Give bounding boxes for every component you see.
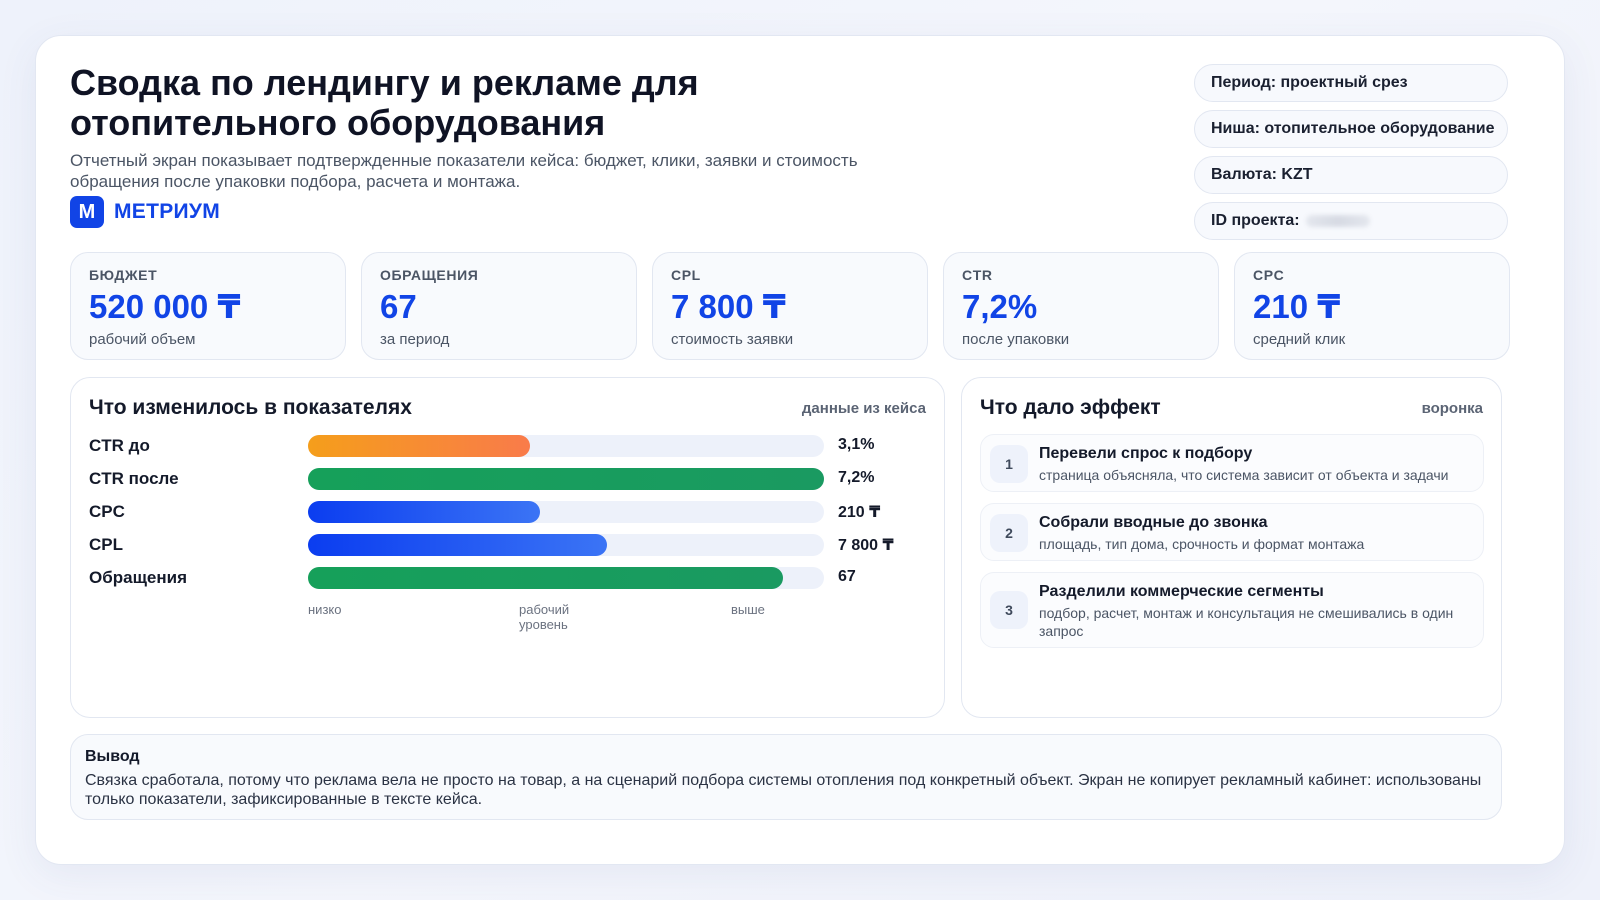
page-title: Сводка по лендингу и рекламе для отопите… [70, 62, 699, 143]
scale-low: низко [308, 602, 342, 617]
effect-panel-title: Что дало эффект [980, 396, 1161, 419]
brand: M МЕТРИУМ [70, 196, 220, 228]
bar-row-ctr-before: CTR до 3,1% [89, 434, 929, 458]
kpi-value: 210 ₸ [1253, 288, 1341, 325]
step-title: Собрали вводные до звонка [1039, 514, 1268, 531]
brand-logo-icon: M [70, 196, 104, 228]
step-title: Перевели спрос к подбору [1039, 445, 1253, 462]
step-number: 1 [990, 445, 1028, 483]
step-text: подбор, расчет, монтаж и консультация не… [1039, 605, 1454, 639]
bar-fill [308, 435, 530, 457]
step-number: 2 [990, 514, 1028, 552]
bar-fill [308, 501, 541, 523]
kpi-card-cpl: CPL 7 800 ₸ стоимость заявки [652, 252, 928, 360]
bar-label: CPC [89, 502, 125, 521]
kpi-value: 520 000 ₸ [89, 288, 241, 325]
pill-period-label: Период: проектный срез [1211, 74, 1408, 91]
kpi-note: средний клик [1253, 331, 1346, 348]
effect-panel: Что дало эффект воронка 1 Перевели спрос… [961, 377, 1502, 718]
page-subtitle: Отчетный экран показывает подтвержденные… [70, 151, 858, 191]
bar-value: 7,2% [838, 469, 875, 486]
step-text: страница объясняла, что система зависит … [1039, 467, 1449, 483]
bar-label: Обращения [89, 568, 187, 587]
kpi-card-leads: ОБРАЩЕНИЯ 67 за период [361, 252, 637, 360]
pill-niche-label: Ниша: отопительное оборудование [1211, 120, 1495, 137]
bar-track [308, 435, 824, 457]
step-title: Разделили коммерческие сегменты [1039, 583, 1324, 600]
changes-panel: Что изменилось в показателях данные из к… [70, 377, 945, 718]
pill-project-id-label: ID проекта: [1211, 212, 1300, 229]
scale-high: выше [731, 602, 765, 617]
bar-value: 7 800 ₸ [838, 537, 894, 554]
kpi-label: ОБРАЩЕНИЯ [380, 267, 479, 283]
bar-label: CTR до [89, 436, 150, 455]
funnel-step: 3 Разделили коммерческие сегменты подбор… [980, 572, 1484, 648]
bar-value: 210 ₸ [838, 504, 881, 521]
kpi-value: 67 [380, 288, 417, 325]
kpi-card-ctr: CTR 7,2% после упаковки [943, 252, 1219, 360]
kpi-label: CPC [1253, 267, 1285, 283]
step-text: площадь, тип дома, срочность и формат мо… [1039, 536, 1365, 552]
kpi-card-budget: БЮДЖЕТ 520 000 ₸ рабочий объем [70, 252, 346, 360]
conclusion-title: Вывод [85, 748, 140, 765]
bar-value: 3,1% [838, 436, 875, 453]
kpi-label: CTR [962, 267, 993, 283]
pill-project-id: ID проекта: [1194, 202, 1508, 240]
kpi-card-cpc: CPC 210 ₸ средний клик [1234, 252, 1510, 360]
bar-label: CTR после [89, 469, 179, 488]
pill-currency-label: Валюта: KZT [1211, 166, 1313, 183]
bar-fill [308, 534, 608, 556]
bar-row-leads: Обращения 67 [89, 566, 929, 590]
bar-track [308, 501, 824, 523]
funnel-step: 2 Собрали вводные до звонка площадь, тип… [980, 503, 1484, 561]
changes-panel-title: Что изменилось в показателях [89, 396, 412, 419]
kpi-note: за период [380, 331, 450, 348]
conclusion: Вывод Связка сработала, потому что рекла… [70, 734, 1502, 820]
bar-fill [308, 567, 783, 589]
kpi-value: 7,2% [962, 288, 1038, 325]
kpi-note: рабочий объем [89, 331, 196, 348]
report-card: Сводка по лендингу и рекламе для отопите… [35, 35, 1565, 865]
bar-track [308, 534, 824, 556]
scale-mid: рабочий уровень [519, 602, 570, 632]
bar-fill [308, 468, 824, 490]
kpi-note: стоимость заявки [671, 331, 794, 348]
kpi-label: БЮДЖЕТ [89, 267, 158, 283]
bar-row-cpl: CPL 7 800 ₸ [89, 533, 929, 557]
kpi-note: после упаковки [962, 331, 1070, 348]
bar-track [308, 468, 824, 490]
kpi-row: БЮДЖЕТ 520 000 ₸ рабочий объем ОБРАЩЕНИЯ… [70, 252, 1510, 360]
pill-niche: Ниша: отопительное оборудование [1194, 110, 1508, 148]
redacted-project-id [1305, 215, 1370, 227]
bar-row-ctr-after: CTR после 7,2% [89, 467, 929, 491]
pill-currency: Валюта: KZT [1194, 156, 1508, 194]
pill-period: Период: проектный срез [1194, 64, 1508, 102]
bar-label: CPL [89, 535, 123, 554]
kpi-value: 7 800 ₸ [671, 288, 786, 325]
bar-row-cpc: CPC 210 ₸ [89, 500, 929, 524]
bar-value: 67 [838, 568, 856, 585]
brand-name: МЕТРИУМ [114, 200, 221, 223]
changes-panel-tag: данные из кейса [801, 400, 926, 417]
kpi-label: CPL [671, 267, 701, 283]
bar-track [308, 567, 824, 589]
conclusion-text: Связка сработала, потому что реклама вел… [85, 772, 1482, 808]
meta-pills: Период: проектный срез Ниша: отопительно… [1194, 64, 1508, 248]
step-number: 3 [990, 591, 1028, 629]
funnel-step: 1 Перевели спрос к подбору страница объя… [980, 434, 1484, 492]
effect-panel-tag: воронка [1421, 400, 1483, 417]
